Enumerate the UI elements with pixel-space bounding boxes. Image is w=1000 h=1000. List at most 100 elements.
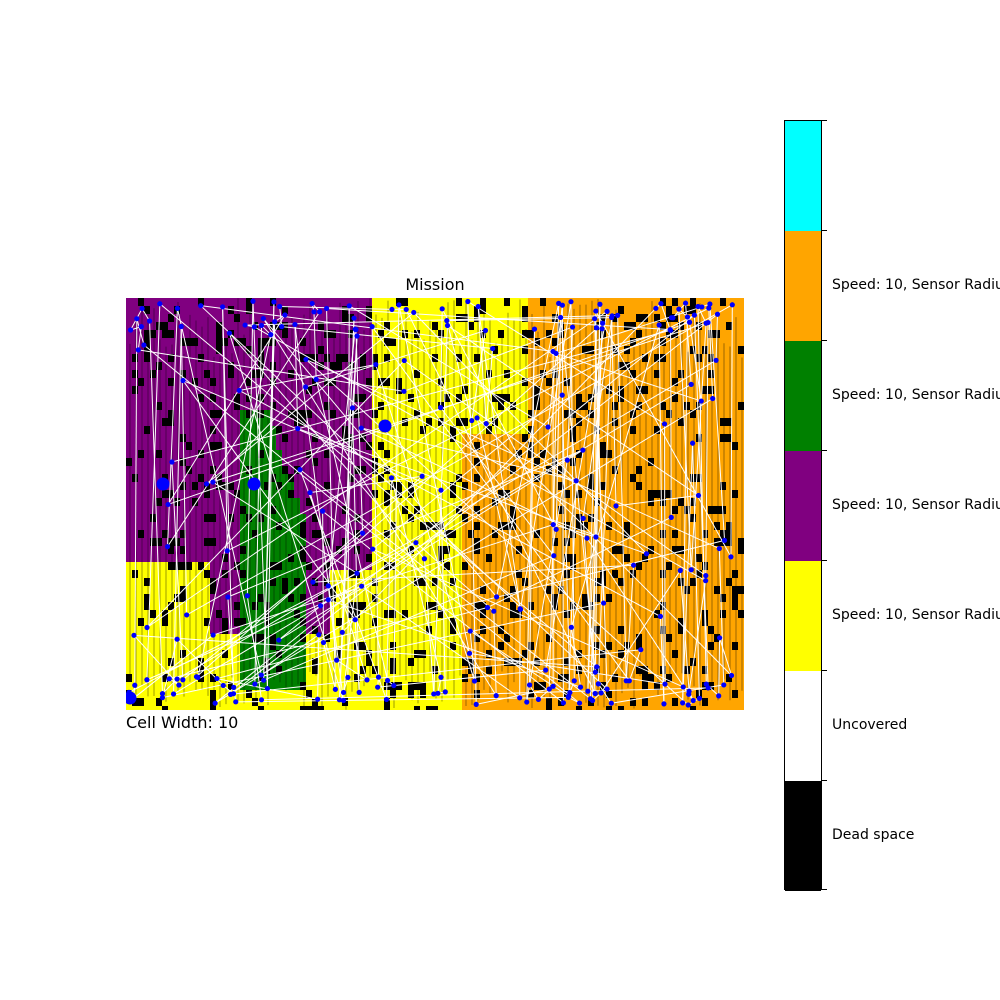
coverage-cell [612,362,618,370]
coverage-cell [132,522,138,530]
coverage-cell [198,338,204,346]
coverage-cell [246,658,252,666]
coverage-cell [528,306,534,314]
coverage-cell [252,458,258,466]
dead-space-cell [174,594,180,602]
coverage-cell [426,554,432,562]
coverage-cell [540,514,546,522]
coverage-cell [558,354,564,362]
coverage-cell [684,514,690,522]
coverage-cell [588,298,594,306]
dead-space-cell [234,394,240,402]
coverage-cell [210,306,216,314]
coverage-cell [378,298,384,306]
coverage-cell [522,418,528,426]
coverage-cell [198,530,204,538]
coverage-cell [258,490,264,498]
coverage-cell [534,570,540,578]
dead-space-cell [492,346,498,354]
coverage-cell [330,522,336,530]
dead-space-cell [438,610,444,618]
coverage-cell [510,706,516,710]
coverage-cell [186,458,192,466]
dead-space-cell [552,338,558,346]
coverage-cell [138,594,144,602]
coverage-cell [462,346,468,354]
coverage-cell [144,682,150,690]
coverage-cell [600,466,606,474]
dead-space-cell [474,506,480,514]
dead-space-cell [552,314,558,322]
coverage-cell [210,626,216,634]
coverage-cell [570,698,576,706]
coverage-cell [288,586,294,594]
coverage-cell [696,458,702,466]
coverage-cell [522,450,528,458]
coverage-cell [384,618,390,626]
coverage-cell [606,666,612,674]
coverage-cell [306,474,312,482]
coverage-cell [396,626,402,634]
coverage-cell [252,450,258,458]
coverage-cell [648,570,654,578]
coverage-cell [438,594,444,602]
dead-space-cell [516,546,522,554]
coverage-cell [180,602,186,610]
coverage-cell [624,514,630,522]
coverage-cell [294,666,300,674]
coverage-cell [348,514,354,522]
coverage-cell [654,562,660,570]
coverage-cell [486,546,492,554]
coverage-cell [252,506,258,514]
coverage-cell [444,434,450,442]
coverage-cell [372,698,378,706]
dead-space-cell [210,538,216,546]
dead-space-cell [678,626,684,634]
coverage-cell [264,586,270,594]
dead-space-cell [444,562,450,570]
coverage-cell [594,698,600,706]
coverage-cell [510,546,516,554]
coverage-cell [324,674,330,682]
coverage-cell [348,498,354,506]
coverage-cell [408,706,414,710]
coverage-cell [396,610,402,618]
coverage-cell [126,346,132,354]
coverage-cell [516,298,522,306]
coverage-cell [390,586,396,594]
dead-space-cell [462,514,468,522]
coverage-cell [696,706,702,710]
coverage-cell [180,386,186,394]
coverage-cell [156,490,162,498]
coverage-cell [222,490,228,498]
dead-space-cell [204,514,210,522]
dead-space-cell [276,522,282,530]
coverage-cell [210,314,216,322]
coverage-cell [240,410,246,418]
coverage-cell [546,458,552,466]
coverage-cell [312,498,318,506]
coverage-cell [594,602,600,610]
coverage-cell [384,370,390,378]
dead-space-cell [156,498,162,506]
coverage-cell [342,362,348,370]
coverage-cell [456,378,462,386]
coverage-cell [162,458,168,466]
coverage-cell [456,402,462,410]
dead-space-cell [606,690,612,698]
coverage-cell [630,466,636,474]
dead-space-cell [348,410,354,418]
coverage-cell [582,618,588,626]
coverage-cell [342,570,348,578]
coverage-cell [294,634,300,642]
coverage-cell [294,378,300,386]
coverage-cell [552,410,558,418]
coverage-cell [642,490,648,498]
coverage-cell [150,530,156,538]
coverage-cell [480,474,486,482]
dead-space-cell [246,690,252,698]
coverage-cell [318,650,324,658]
coverage-cell [210,642,216,650]
coverage-cell [276,450,282,458]
coverage-cell [516,322,522,330]
